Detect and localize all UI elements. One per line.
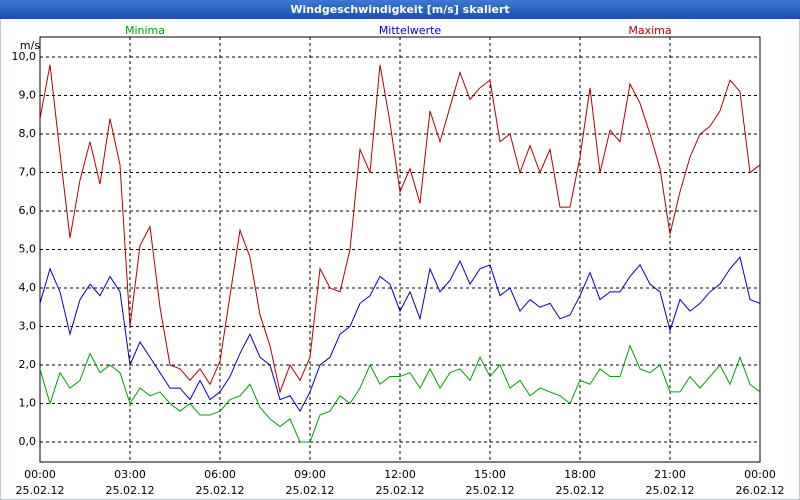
x-tick-date: 25.02.12 <box>286 484 335 497</box>
x-tick-date: 25.02.12 <box>556 484 605 497</box>
chart-title: Windgeschwindigkeit [m/s] skaliert <box>290 3 509 16</box>
x-tick-label: 03:00 <box>114 468 146 481</box>
x-tick-date: 25.02.12 <box>196 484 245 497</box>
series-line <box>39 64 761 394</box>
x-tick-label: 06:00 <box>204 468 236 481</box>
x-tick-label: 12:00 <box>384 468 416 481</box>
series-line <box>39 256 761 413</box>
y-tick-label: 8,0 <box>19 127 37 140</box>
y-tick-label: 10,0 <box>12 50 37 63</box>
x-tick-label: 15:00 <box>474 468 506 481</box>
y-tick-label: 3,0 <box>19 319 37 332</box>
x-tick-date: 25.02.12 <box>16 484 65 497</box>
title-bar <box>0 0 800 19</box>
legend-label: Mittelwerte <box>379 24 442 37</box>
y-tick-label: 6,0 <box>19 204 37 217</box>
x-tick-label: 18:00 <box>564 468 596 481</box>
x-tick-date: 25.02.12 <box>106 484 155 497</box>
x-tick-date: 25.02.12 <box>646 484 695 497</box>
x-tick-label: 09:00 <box>294 468 326 481</box>
series-line <box>39 344 761 443</box>
y-tick-label: 5,0 <box>19 243 37 256</box>
legend-label: Minima <box>125 24 165 37</box>
x-tick-date: 26.02.12 <box>736 484 785 497</box>
y-unit: m/s <box>20 39 40 52</box>
x-tick-label: 00:00 <box>24 468 56 481</box>
y-tick-label: 9,0 <box>19 89 37 102</box>
y-tick-label: 1,0 <box>19 396 37 409</box>
y-tick-label: 7,0 <box>19 166 37 179</box>
x-tick-label: 21:00 <box>654 468 686 481</box>
x-tick-date: 25.02.12 <box>376 484 425 497</box>
y-tick-label: 4,0 <box>19 281 37 294</box>
y-tick-label: 0,0 <box>19 435 37 448</box>
legend-label: Maxima <box>628 24 671 37</box>
y-tick-label: 2,0 <box>19 358 37 371</box>
x-tick-label: 00:00 <box>744 468 776 481</box>
x-tick-date: 25.02.12 <box>466 484 515 497</box>
